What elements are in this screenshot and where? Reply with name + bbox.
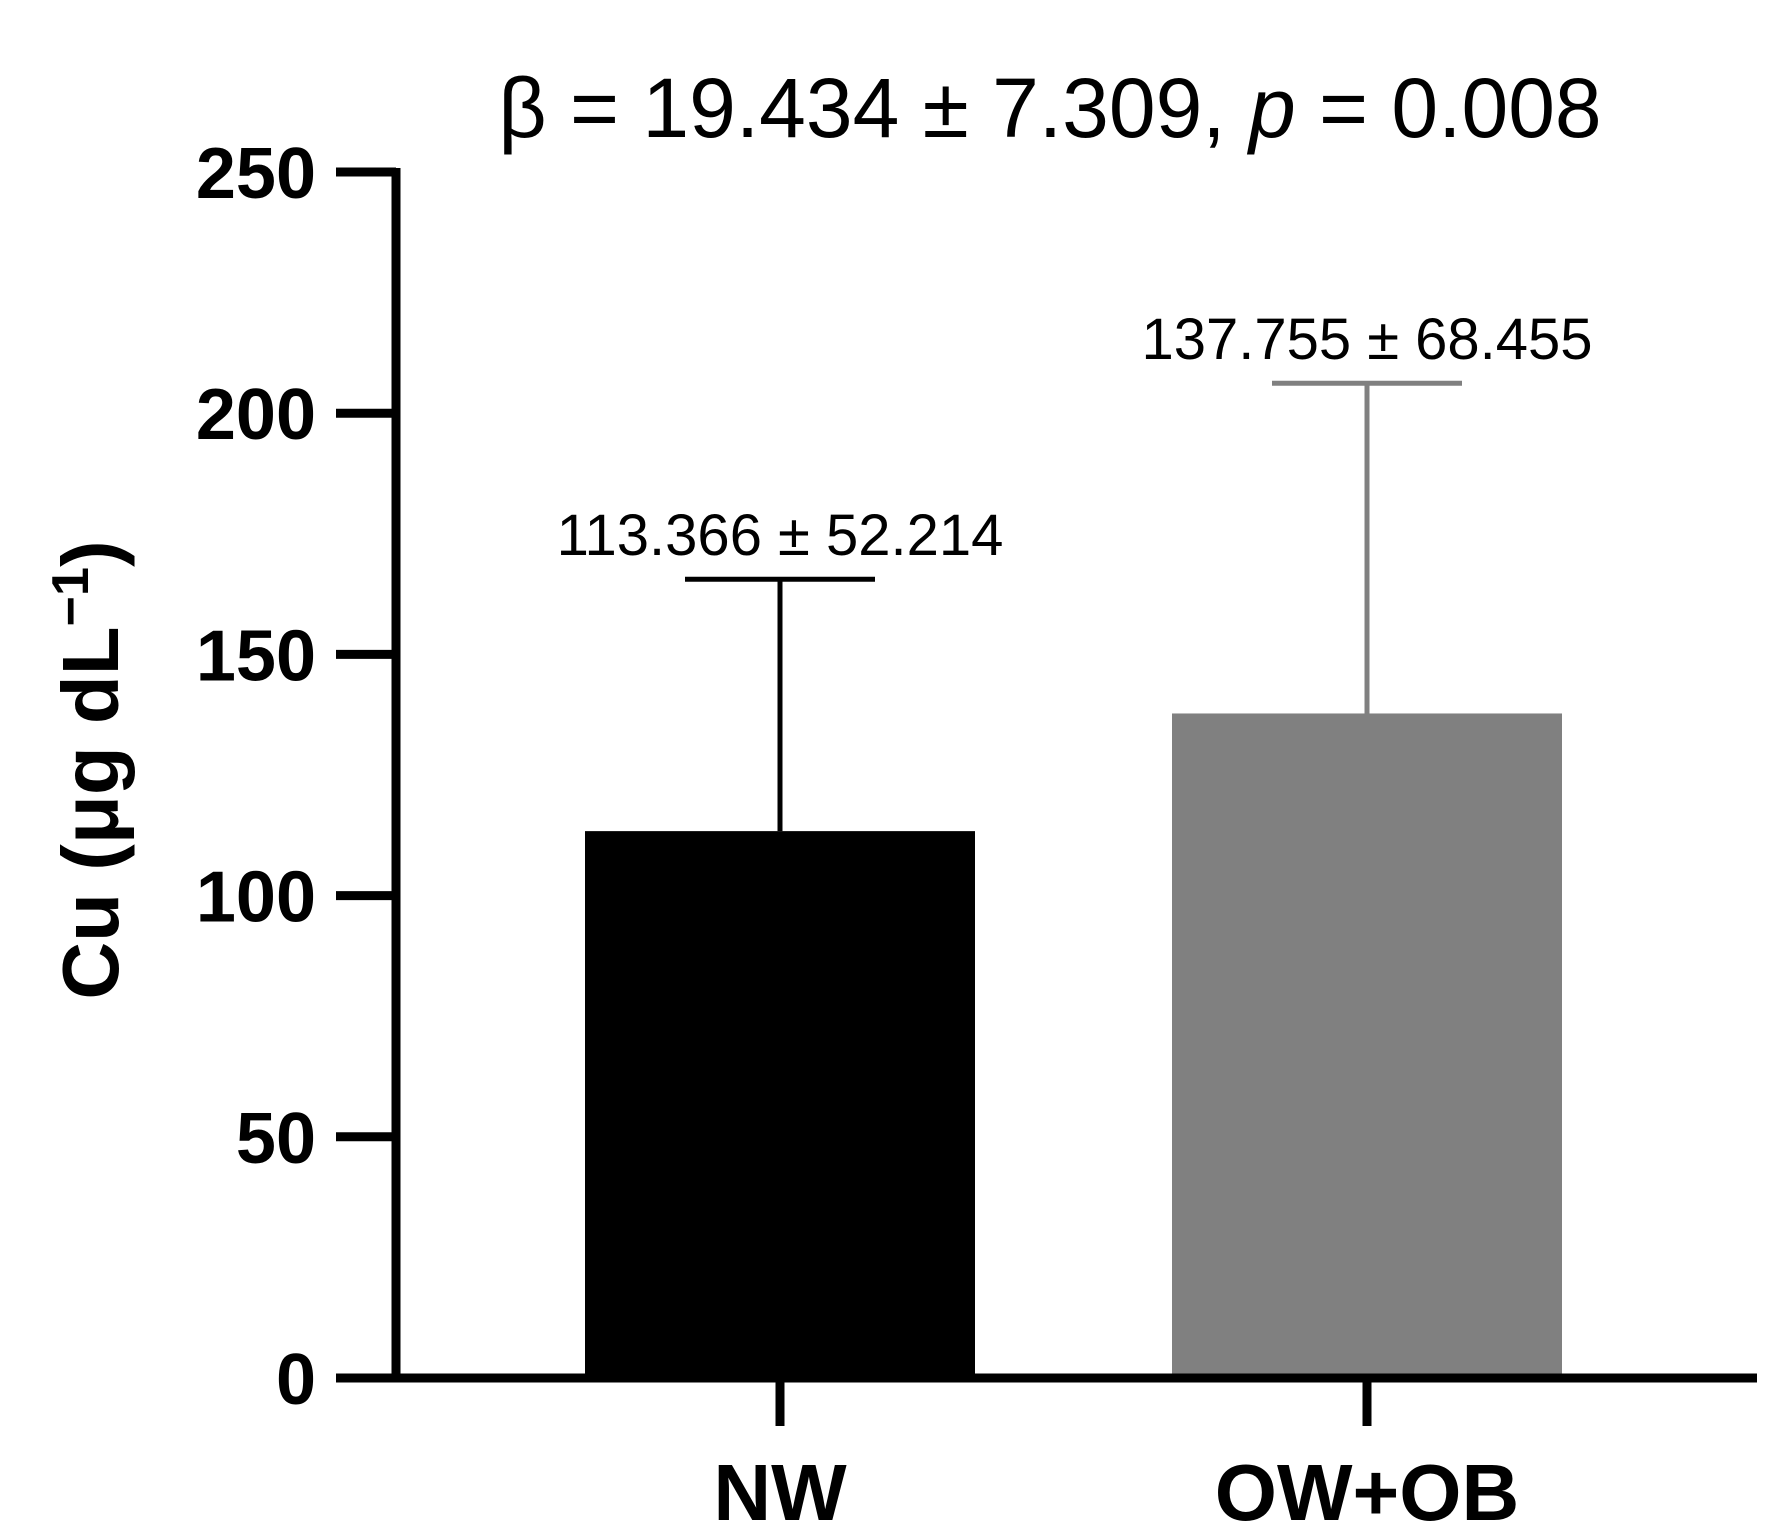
y-tick-label-250: 250 — [196, 134, 316, 214]
bar-ow-ob — [1172, 713, 1562, 1378]
x-tick-label-0: NW — [713, 1448, 847, 1537]
y-tick-label-100: 100 — [196, 858, 316, 938]
annotation-prefix: β = 19.434 ± 7.309, — [498, 61, 1249, 155]
y-tick-label-150: 150 — [196, 616, 316, 696]
data-labels-layer: 113.366 ± 52.214 137.755 ± 68.455 — [557, 307, 1593, 568]
bar-nw — [585, 831, 975, 1378]
y-tick-label-0: 0 — [276, 1340, 316, 1420]
y-axis-label: Cu (μg dL−1) — [42, 540, 135, 999]
annotation-p-symbol: p — [1246, 61, 1296, 155]
y-axis-label-main: Cu (μg dL — [46, 626, 135, 999]
y-tick-label-50: 50 — [236, 1099, 316, 1179]
data-label-0: 113.366 ± 52.214 — [557, 503, 1004, 568]
annotation-suffix: = 0.008 — [1296, 61, 1602, 155]
y-axis-label-close: ) — [46, 540, 135, 567]
x-tick-label-1: OW+OB — [1215, 1448, 1519, 1537]
data-label-1: 137.755 ± 68.455 — [1141, 307, 1592, 372]
bars-layer — [585, 713, 1562, 1378]
y-tick-label-200: 200 — [196, 375, 316, 455]
y-axis-label-superscript: −1 — [42, 567, 100, 626]
chart-annotation: β = 19.434 ± 7.309, p = 0.008 — [498, 61, 1601, 155]
axes-layer: NW OW+OB 0 50 100 150 200 250 — [196, 134, 1757, 1537]
error-bars-layer — [685, 380, 1462, 832]
